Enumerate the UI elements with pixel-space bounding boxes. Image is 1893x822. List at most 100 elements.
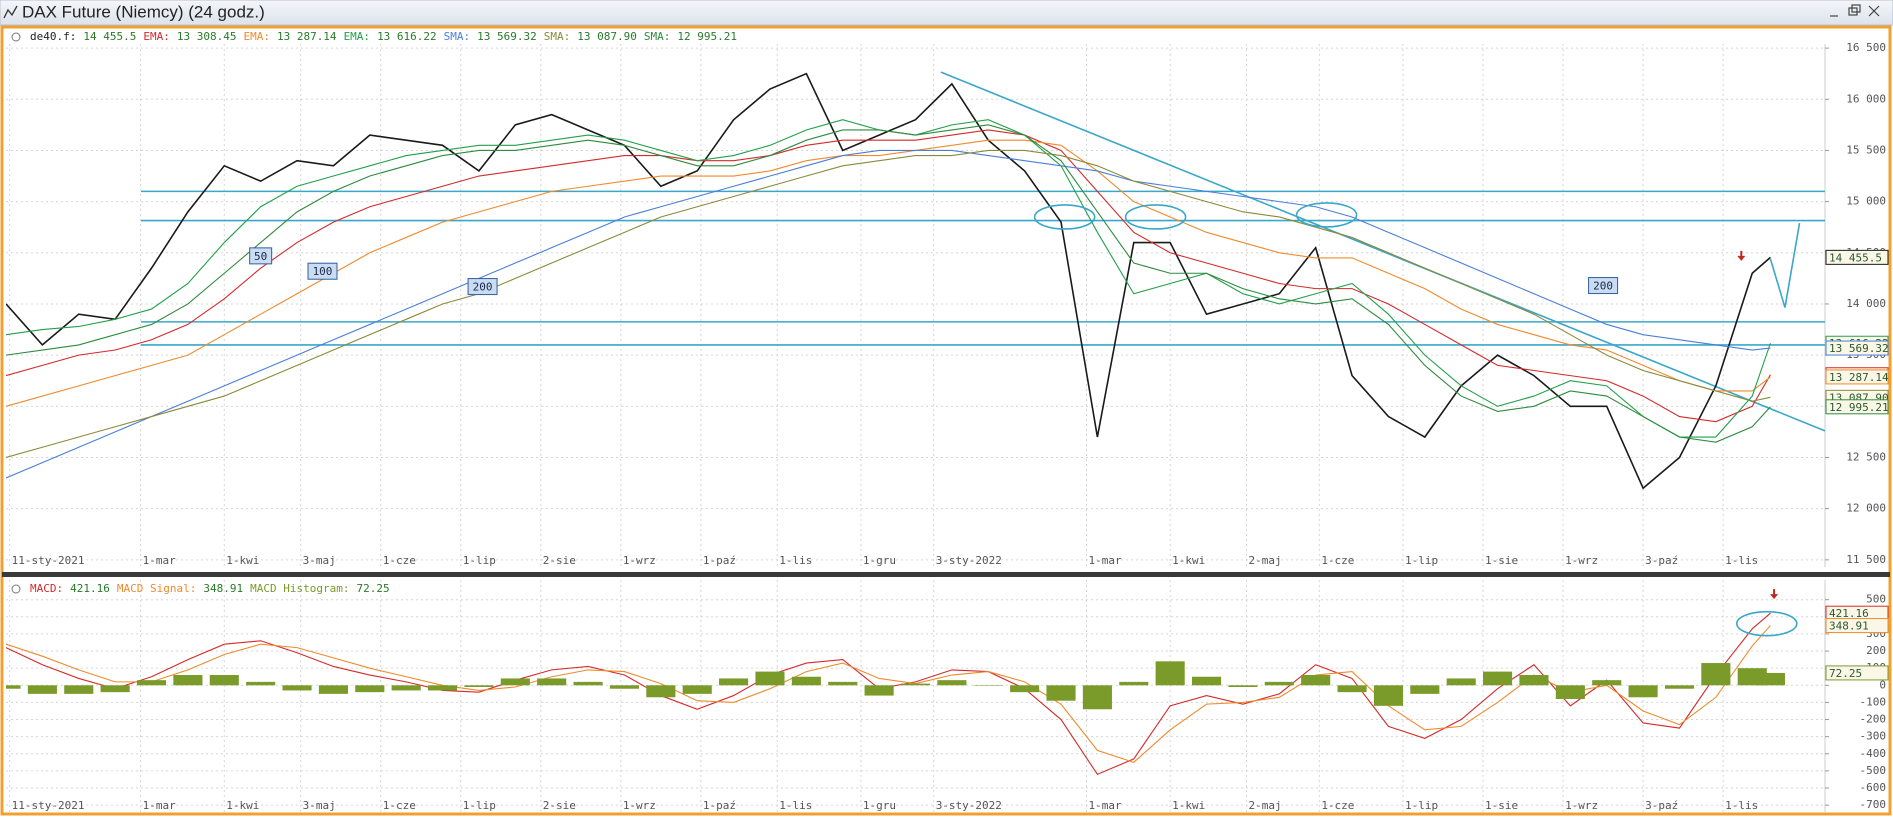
histogram-bar xyxy=(1755,672,1785,686)
x-tick-label: 3-paź xyxy=(1645,799,1678,812)
x-tick-label: 1-kwi xyxy=(226,554,259,567)
indicator-line xyxy=(6,612,1771,776)
histogram-bar xyxy=(537,678,567,686)
y-tick-label: 11 500 xyxy=(1846,553,1886,566)
legend-value: 13 087.90 xyxy=(577,30,637,43)
histogram-bar xyxy=(1119,681,1149,686)
y-tick-label: -600 xyxy=(1860,781,1887,794)
x-tick-label: 3-maj xyxy=(303,554,336,567)
y-tick-label: 16 000 xyxy=(1846,92,1886,105)
histogram-bar xyxy=(64,685,94,694)
x-tick-label: 1-cze xyxy=(383,799,416,812)
histogram-bar xyxy=(1555,685,1585,699)
x-tick-label: 2-maj xyxy=(1249,799,1282,812)
last-value-label: 421.16 xyxy=(1829,607,1869,620)
histogram-bar xyxy=(1228,685,1258,688)
panel-divider xyxy=(2,572,1890,577)
legend-name: de40.f: xyxy=(30,30,76,43)
histogram-bar xyxy=(1664,685,1695,689)
indicator-line xyxy=(6,124,1771,443)
histogram-bar xyxy=(1628,685,1658,698)
x-tick-label: 1-wrz xyxy=(623,799,656,812)
histogram-bar xyxy=(1191,676,1222,686)
ma-label: 200 xyxy=(1593,280,1613,293)
y-tick-label: 12 500 xyxy=(1846,450,1886,463)
legend-name: MACD Signal: xyxy=(117,582,196,595)
last-value-box xyxy=(1825,618,1889,634)
histogram-bar xyxy=(246,681,276,686)
x-tick-label: 1-gru xyxy=(863,799,896,812)
x-tick-label: 1-wrz xyxy=(1565,554,1598,567)
histogram-bar xyxy=(646,685,676,698)
x-tick-label: 1-sie xyxy=(1485,799,1518,812)
last-value-label: 12 995.21 xyxy=(1829,401,1889,414)
legend-value: 348.91 xyxy=(203,582,243,595)
x-tick-label: 1-sie xyxy=(1485,554,1518,567)
y-tick-label: 0 xyxy=(1879,678,1886,691)
ma-label-box xyxy=(249,247,273,265)
histogram-bar xyxy=(1264,681,1294,686)
histogram-bar xyxy=(900,683,931,686)
highlight-ellipse xyxy=(1735,610,1798,637)
x-tick-label: 1-kwi xyxy=(226,799,259,812)
legend-value: 421.16 xyxy=(70,582,110,595)
indicator-line xyxy=(6,625,1771,763)
y-tick-label: 16 500 xyxy=(1846,41,1886,54)
x-tick-label: 1-lip xyxy=(1405,799,1438,812)
legend-value: 13 616.22 xyxy=(377,30,437,43)
highlight-ellipse xyxy=(1124,204,1187,230)
x-tick-label: 1-lis xyxy=(779,554,812,567)
histogram-bar xyxy=(209,675,239,686)
histogram-bar xyxy=(391,685,421,691)
last-value-label: 72.25 xyxy=(1829,667,1862,680)
x-tick-label: 1-paź xyxy=(703,554,736,567)
x-tick-label: 3-paź xyxy=(1645,554,1678,567)
x-tick-label: 2-maj xyxy=(1249,554,1282,567)
legend-value: 13 287.14 xyxy=(277,30,337,43)
histogram-bar xyxy=(318,685,348,694)
window-controls[interactable] xyxy=(1830,4,1880,17)
x-tick-label: 1-paź xyxy=(703,799,736,812)
histogram-bar xyxy=(282,685,312,691)
histogram-bar xyxy=(428,685,458,691)
legend-value: 72.25 xyxy=(356,582,389,595)
y-tick-label: -400 xyxy=(1860,747,1887,760)
histogram-bar xyxy=(1701,663,1731,686)
histogram-bar xyxy=(1082,685,1112,710)
histogram-bar xyxy=(791,676,821,686)
y-tick-label: -200 xyxy=(1860,713,1887,726)
histogram-bar xyxy=(27,685,57,694)
plot-area xyxy=(6,580,1825,812)
last-value-box xyxy=(1825,369,1889,385)
legend-name: MACD: xyxy=(30,582,63,595)
x-tick-label: 1-gru xyxy=(863,554,896,567)
histogram-bar xyxy=(100,685,130,693)
x-tick-label: 1-lis xyxy=(779,799,812,812)
histogram-bar xyxy=(500,678,530,686)
histogram-bar xyxy=(173,675,203,686)
panel-icon xyxy=(11,32,21,594)
histogram-bar xyxy=(609,685,640,689)
highlight-ellipse xyxy=(1033,204,1096,230)
x-tick-label: 2-sie xyxy=(543,554,576,567)
price-line xyxy=(6,72,1771,490)
x-tick-label: 1-mar xyxy=(143,799,176,812)
x-tick-label: 1-cze xyxy=(1321,799,1354,812)
trend-line xyxy=(940,71,1825,432)
x-tick-label: 1-lip xyxy=(1405,554,1438,567)
last-value-label: 14 455.5 xyxy=(1829,251,1882,264)
histogram-bar xyxy=(1519,675,1549,686)
y-tick-label: 14 000 xyxy=(1846,297,1886,310)
indicator-line xyxy=(6,139,1771,407)
y-tick-label: 200 xyxy=(1866,644,1886,657)
legend-name: EMA: xyxy=(243,30,270,43)
histogram-bar xyxy=(6,685,21,689)
histogram-bar xyxy=(1373,685,1403,706)
ma-label-box xyxy=(467,278,498,296)
y-tick-label: -700 xyxy=(1860,798,1887,811)
histogram-bar xyxy=(136,680,167,686)
last-value-box xyxy=(1825,399,1889,415)
histogram-bar xyxy=(1301,675,1331,686)
histogram-bar xyxy=(573,681,603,686)
